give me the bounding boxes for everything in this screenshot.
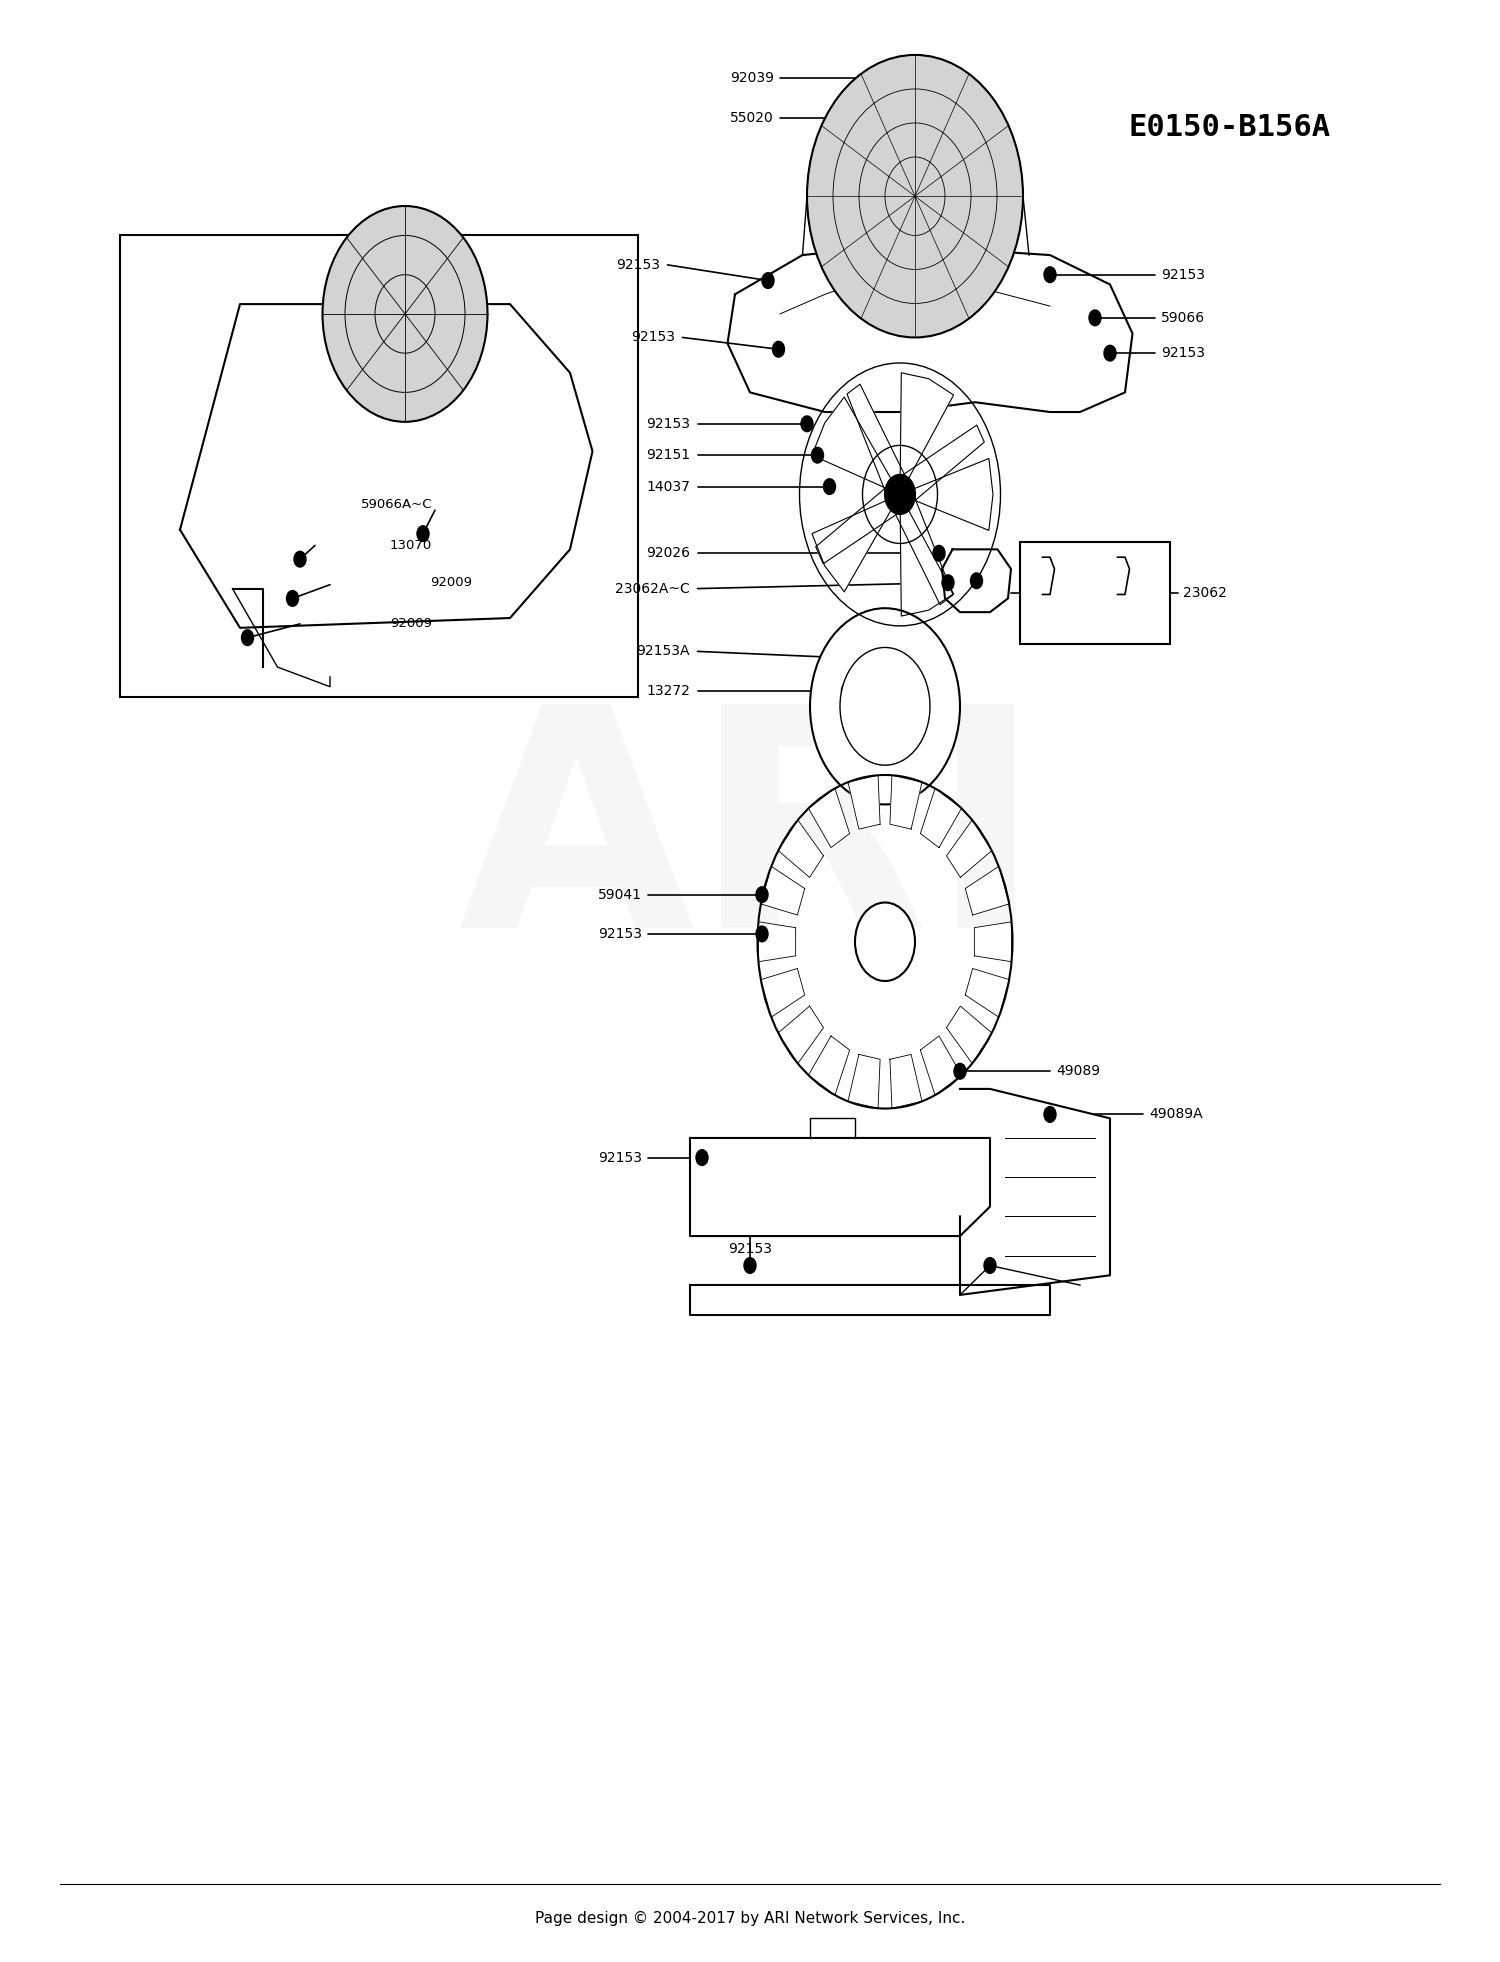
- Circle shape: [744, 1258, 756, 1273]
- Circle shape: [933, 545, 945, 561]
- Text: ARI: ARI: [458, 695, 1042, 993]
- Circle shape: [801, 416, 813, 432]
- Text: 23062: 23062: [1184, 585, 1227, 600]
- Text: 59066: 59066: [1161, 310, 1204, 326]
- Circle shape: [242, 630, 254, 645]
- Text: 92153: 92153: [616, 257, 660, 273]
- Polygon shape: [778, 820, 824, 877]
- Circle shape: [772, 341, 784, 357]
- Circle shape: [886, 71, 898, 86]
- Text: 92153: 92153: [1161, 267, 1204, 283]
- Text: 59041: 59041: [598, 887, 642, 903]
- Text: 92009: 92009: [430, 577, 472, 589]
- Text: 23062A~C: 23062A~C: [615, 581, 690, 596]
- Circle shape: [954, 1063, 966, 1079]
- Polygon shape: [894, 426, 984, 508]
- Polygon shape: [921, 789, 962, 848]
- Text: 92009: 92009: [390, 618, 432, 630]
- Circle shape: [840, 647, 930, 765]
- Polygon shape: [890, 1054, 922, 1109]
- Text: 92153: 92153: [632, 330, 675, 345]
- Text: 92153: 92153: [598, 926, 642, 942]
- Circle shape: [810, 608, 960, 804]
- Polygon shape: [180, 304, 592, 628]
- Polygon shape: [808, 1036, 849, 1095]
- Polygon shape: [812, 396, 900, 494]
- Polygon shape: [808, 789, 849, 848]
- Circle shape: [322, 206, 488, 422]
- Polygon shape: [960, 1089, 1110, 1295]
- Text: 92153: 92153: [598, 1150, 642, 1165]
- Polygon shape: [900, 494, 954, 616]
- Circle shape: [842, 683, 854, 698]
- Text: 92153: 92153: [728, 1242, 772, 1256]
- Polygon shape: [812, 494, 900, 593]
- Text: 13070: 13070: [390, 540, 432, 551]
- Circle shape: [984, 1258, 996, 1273]
- Circle shape: [807, 55, 1023, 337]
- Circle shape: [886, 110, 898, 126]
- Polygon shape: [778, 1007, 824, 1063]
- Polygon shape: [946, 1007, 992, 1063]
- Bar: [1020, 542, 1170, 644]
- Text: 49089: 49089: [1056, 1063, 1100, 1079]
- Circle shape: [696, 1150, 708, 1165]
- Text: 14037: 14037: [646, 479, 690, 494]
- Text: 59066A~C: 59066A~C: [360, 498, 432, 510]
- Polygon shape: [942, 549, 1011, 612]
- Circle shape: [1089, 310, 1101, 326]
- Text: 13272: 13272: [646, 683, 690, 698]
- Polygon shape: [975, 922, 1011, 961]
- Polygon shape: [760, 867, 804, 914]
- Circle shape: [417, 526, 429, 542]
- Text: Page design © 2004-2017 by ARI Network Services, Inc.: Page design © 2004-2017 by ARI Network S…: [536, 1911, 964, 1927]
- Circle shape: [1044, 267, 1056, 283]
- Polygon shape: [966, 867, 1010, 914]
- Polygon shape: [847, 1054, 880, 1109]
- Polygon shape: [966, 969, 1010, 1016]
- Polygon shape: [890, 487, 952, 604]
- Polygon shape: [760, 969, 804, 1016]
- Circle shape: [942, 575, 954, 591]
- Circle shape: [286, 591, 298, 606]
- Text: 92039: 92039: [730, 71, 774, 86]
- Polygon shape: [900, 459, 993, 530]
- Text: 92153: 92153: [646, 416, 690, 432]
- Circle shape: [885, 475, 915, 514]
- Circle shape: [294, 551, 306, 567]
- Text: 92153: 92153: [1161, 345, 1204, 361]
- Circle shape: [756, 887, 768, 903]
- Polygon shape: [946, 820, 992, 877]
- Polygon shape: [900, 373, 954, 494]
- Polygon shape: [816, 481, 906, 563]
- Polygon shape: [690, 1138, 990, 1236]
- Text: 49089A: 49089A: [1149, 1107, 1203, 1122]
- Circle shape: [756, 926, 768, 942]
- Circle shape: [812, 447, 824, 463]
- Text: 92153: 92153: [968, 1242, 1012, 1256]
- Text: 92153A: 92153A: [636, 644, 690, 659]
- Text: 92026: 92026: [646, 545, 690, 561]
- Circle shape: [824, 479, 836, 494]
- Polygon shape: [690, 1285, 1050, 1315]
- Circle shape: [762, 273, 774, 288]
- Polygon shape: [847, 775, 880, 830]
- Circle shape: [1104, 345, 1116, 361]
- Polygon shape: [847, 385, 910, 502]
- Circle shape: [1044, 1107, 1056, 1122]
- Circle shape: [855, 903, 915, 981]
- Polygon shape: [759, 922, 795, 961]
- Text: E0150-B156A: E0150-B156A: [1130, 114, 1330, 141]
- Text: 55020: 55020: [730, 110, 774, 126]
- Polygon shape: [890, 775, 922, 830]
- Polygon shape: [728, 245, 1132, 412]
- Circle shape: [970, 573, 982, 589]
- Text: 92151: 92151: [646, 447, 690, 463]
- Bar: [120, 235, 638, 697]
- Polygon shape: [921, 1036, 962, 1095]
- Circle shape: [871, 651, 883, 667]
